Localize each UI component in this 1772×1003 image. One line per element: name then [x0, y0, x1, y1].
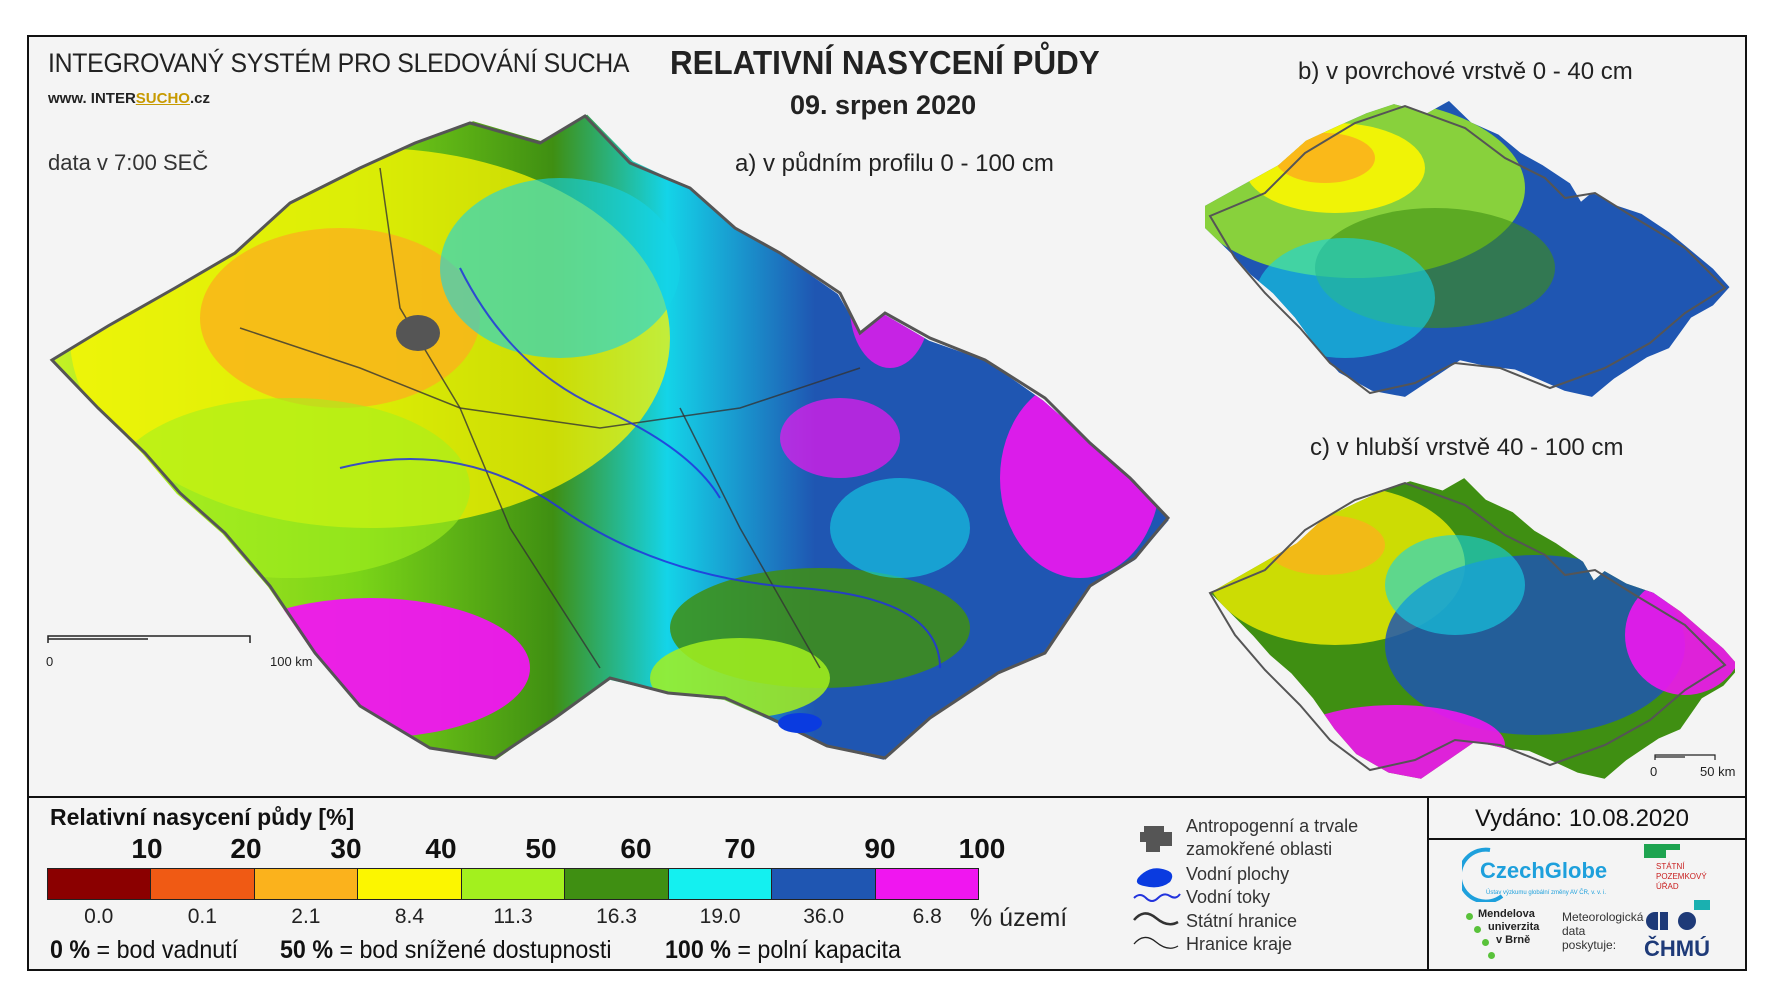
legend-class-share: 11.3 — [493, 905, 533, 928]
chmu-logo[interactable]: ČHMÚ — [1644, 910, 1724, 966]
legend-class-swatch — [565, 869, 669, 899]
legend-class-share: 8.4 — [394, 905, 425, 928]
map-b-surface-0-40 — [1205, 101, 1730, 397]
legend-class-share: 2.1 — [291, 905, 321, 928]
threshold-label: 100 — [958, 833, 1006, 864]
scale-main-end: 100 km — [270, 654, 313, 669]
anthropogenic-label-2: zamokřené oblasti — [1186, 839, 1333, 859]
czechglobe-text: CzechGlobe — [1480, 858, 1607, 883]
scale-small-zero: 0 — [1650, 764, 1658, 779]
legend-class-share: 6.8 — [912, 905, 942, 928]
meteo-text-1: Meteorologická — [1562, 910, 1644, 924]
system-title: INTEGROVANÝ SYSTÉM PRO SLEDOVÁNÍ SUCHA — [48, 48, 630, 78]
legend-class-swatch — [358, 869, 462, 899]
legend-color-bar — [47, 868, 979, 900]
chmu-text: ČHMÚ — [1644, 936, 1710, 961]
spu-icon-bar — [1654, 844, 1680, 850]
field-capacity-note: 100 % = polní kapacita — [665, 936, 901, 964]
threshold-label: 30 — [330, 833, 362, 864]
threshold-label: 40 — [425, 833, 457, 864]
chmu-mark-icon-2 — [1660, 912, 1668, 930]
scale-main-zero: 0 — [46, 654, 54, 669]
czechglobe-logo[interactable]: CzechGlobe Ústav výzkumu globální změny … — [1462, 842, 1612, 902]
mendel-dot-2 — [1474, 926, 1481, 933]
region-border-icon — [1133, 936, 1179, 949]
anthropogenic-area-icon — [1140, 826, 1172, 852]
state-border-label: Státní hranice — [1186, 911, 1298, 931]
threshold-label: 90 — [864, 833, 896, 864]
mendel-dot-1 — [1466, 913, 1473, 920]
legend-class-share: 0.1 — [187, 905, 217, 928]
wilting-note: 0 % = bod vadnutí — [50, 936, 239, 964]
water-bodies-label: Vodní plochy — [1186, 864, 1290, 884]
chmu-mark-icon-3 — [1678, 912, 1696, 930]
legend-class-swatch — [668, 869, 773, 899]
map-a-profile-0-100 — [47, 114, 1171, 760]
legend-class-swatch — [772, 869, 876, 899]
map-a-label: a) v půdním profilu 0 - 100 cm — [735, 150, 1054, 177]
mendel-text-2: univerzita — [1488, 921, 1540, 933]
chmu-mark-icon — [1646, 912, 1658, 930]
legend-class-swatch — [254, 869, 359, 899]
legend-vertical-divider — [1427, 796, 1429, 971]
mendel-dot-3 — [1482, 939, 1489, 946]
state-border-icon — [1133, 912, 1179, 926]
spu-text-2: POZEMKOVÝ — [1656, 872, 1707, 881]
legend-class-share: 0.0 — [84, 905, 114, 928]
map-date: 09. srpen 2020 — [790, 90, 977, 120]
spu-logo[interactable]: STÁTNÍ POZEMKOVÝ ÚŘAD — [1640, 842, 1720, 897]
mendel-dot-4 — [1488, 952, 1495, 959]
legend-class-share: 36.0 — [803, 905, 845, 928]
spu-text-1: STÁTNÍ — [1656, 862, 1685, 871]
legend-class-swatch — [461, 869, 566, 899]
page-title: RELATIVNÍ NASYCENÍ PŮDY — [670, 44, 1100, 81]
legend-class-swatch — [875, 869, 978, 899]
threshold-label: 20 — [230, 833, 262, 864]
issued-date: Vydáno: 10.08.2020 — [1475, 805, 1689, 832]
legend-class-swatch — [48, 869, 152, 899]
threshold-label: 10 — [131, 833, 163, 864]
rivers-label: Vodní toky — [1186, 887, 1271, 907]
meteo-text-3: poskytuje: — [1562, 938, 1617, 952]
mendel-text-3: v Brně — [1496, 934, 1531, 946]
meteo-text-2: data — [1562, 924, 1586, 938]
share-unit: % území — [970, 904, 1068, 932]
map-c-label: c) v hlubší vrstvě 40 - 100 cm — [1310, 434, 1624, 461]
scale-small-end: 50 km — [1700, 764, 1736, 779]
river-icon — [1133, 893, 1181, 902]
issued-divider — [1427, 838, 1747, 840]
threshold-label: 70 — [724, 833, 756, 864]
chmu-icon-top — [1694, 900, 1710, 910]
threshold-label: 50 — [525, 833, 557, 864]
map-c-deep-40-100 — [1208, 478, 1735, 779]
spu-text-3: ÚŘAD — [1656, 882, 1679, 891]
reduced-availability-note: 50 % = bod snížené dostupnosti — [280, 936, 612, 964]
legend-class-share: 19.0 — [699, 905, 741, 928]
meteo-data-provider: Meteorologická data poskytuje: ČHMÚ — [1562, 910, 1737, 968]
legend-class-share: 16.3 — [596, 905, 637, 928]
threshold-label: 60 — [620, 833, 652, 864]
mendel-logo[interactable]: Mendelova univerzita v Brně — [1466, 908, 1566, 968]
legend-class-swatch — [151, 869, 255, 899]
website-link[interactable]: www. INTERSUCHO.cz — [48, 90, 210, 107]
observation-time: data v 7:00 SEČ — [48, 150, 209, 175]
water-body-icon — [1136, 868, 1173, 888]
region-border-label: Hranice kraje — [1186, 934, 1293, 954]
czechglobe-subtitle: Ústav výzkumu globální změny AV ČR, v. v… — [1486, 889, 1606, 896]
legend-title: Relativní nasycení půdy [%] — [50, 804, 355, 830]
legend-divider — [27, 796, 1747, 798]
anthropogenic-label-1: Antropogenní a trvale — [1186, 816, 1359, 836]
map-symbol-icons — [1133, 826, 1181, 949]
mendel-text-1: Mendelova — [1478, 908, 1535, 920]
map-b-label: b) v povrchové vrstvě 0 - 40 cm — [1298, 58, 1633, 85]
